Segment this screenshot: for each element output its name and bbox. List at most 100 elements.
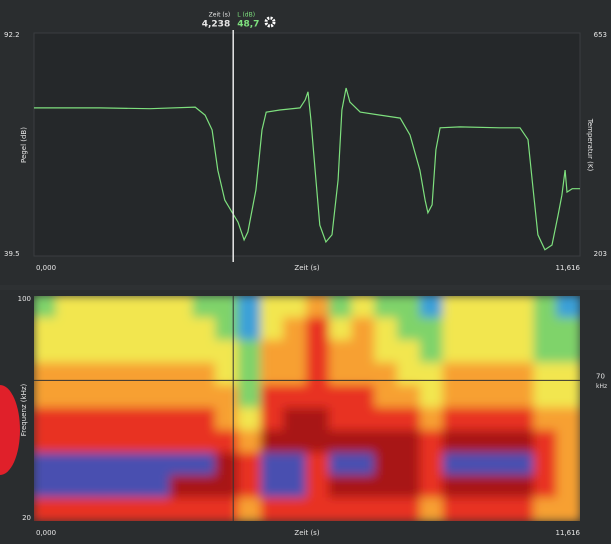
spectrogram-cell	[215, 296, 240, 320]
spectrogram-cell	[78, 362, 104, 387]
y-axis-title: Pegel (dB)	[20, 127, 28, 163]
spectrogram-cell	[34, 296, 58, 320]
spectrogram-cell	[533, 430, 559, 455]
spectrogram-cell	[192, 430, 217, 455]
spectrogram-cell	[328, 407, 354, 432]
spectrogram-cell	[488, 317, 513, 342]
spectrogram-cell	[215, 362, 240, 387]
spectrogram-cell	[169, 497, 195, 521]
y-tick-label: 100	[18, 295, 31, 303]
spectrogram-cell	[192, 407, 217, 432]
spectrogram-cell	[55, 407, 81, 432]
spectrogram-cell	[78, 340, 104, 365]
y2-tick-label: 203	[594, 250, 607, 258]
spectrogram-cell	[55, 475, 81, 500]
spectrogram-cell	[397, 430, 422, 455]
spectrogram-cell	[465, 296, 490, 320]
spectrogram-cell	[283, 430, 308, 455]
spectrogram-cell	[533, 317, 559, 342]
settings-button[interactable]	[264, 16, 276, 28]
spectrogram-cell	[419, 497, 445, 521]
spectrogram-cell	[419, 407, 445, 432]
spectrogram-cell	[146, 296, 172, 320]
spectrogram-cell	[34, 430, 58, 455]
spectrogram-cell	[260, 385, 286, 410]
spectrogram-cell	[283, 296, 308, 320]
spectrogram-cell	[419, 362, 445, 387]
spectrogram-cell	[351, 452, 377, 477]
spectrogram-cell	[397, 475, 422, 500]
spectrogram-cell	[328, 430, 354, 455]
spectrogram-cell	[146, 475, 172, 500]
spectrogram-cell	[124, 385, 149, 410]
spectrogram-cell	[374, 430, 399, 455]
spectrogram-cell	[510, 296, 536, 320]
spectrogram-cell	[192, 452, 217, 477]
spectrogram-cell	[374, 362, 399, 387]
spectrogram-cell	[533, 407, 559, 432]
spectrogram-cell	[34, 475, 58, 500]
spectrogram-cell	[169, 340, 195, 365]
x-tick-label: 11,616	[556, 264, 581, 272]
spectrogram-cell	[192, 497, 217, 521]
spectrogram-cell	[442, 452, 468, 477]
spectrogram-cell	[34, 385, 58, 410]
spectrogram-cell	[374, 475, 399, 500]
spectrogram-cell	[78, 430, 104, 455]
spectrogram	[34, 296, 580, 521]
spectrogram-cell	[283, 362, 308, 387]
spectrogram-cell	[533, 296, 559, 320]
spectrogram-cell	[533, 340, 559, 365]
spectrogram-cell	[397, 497, 422, 521]
spectrogram-cell	[351, 296, 377, 320]
spectrogram-cell	[556, 407, 580, 432]
spectrogram-cell	[169, 296, 195, 320]
x-axis-title: Zeit (s)	[294, 529, 319, 537]
y-tick-label: 92.2	[4, 31, 20, 39]
spectrogram-cell	[215, 497, 240, 521]
spectrogram-cell	[533, 497, 559, 521]
spectrogram-cell	[260, 475, 286, 500]
spectrogram-cell	[419, 296, 445, 320]
spectrogram-cell	[488, 452, 513, 477]
spectrogram-cell	[260, 430, 286, 455]
spectrogram-cell	[419, 385, 445, 410]
level-line	[34, 87, 580, 251]
spectrogram-cell	[124, 475, 149, 500]
spectrogram-cell	[351, 497, 377, 521]
y-axis-title: Frequenz (kHz)	[20, 383, 28, 436]
spectrogram-cell	[124, 317, 149, 342]
spectrogram-cell	[556, 497, 580, 521]
spectrogram-cell	[101, 430, 126, 455]
spectrogram-cell	[397, 317, 422, 342]
spectrogram-cell	[55, 430, 81, 455]
spectrogram-cell	[510, 385, 536, 410]
spectrogram-cell	[146, 430, 172, 455]
spectrogram-cell	[374, 452, 399, 477]
spectrogram-cell	[533, 385, 559, 410]
spectrogram-cell	[283, 475, 308, 500]
spectrogram-cell	[101, 452, 126, 477]
spectrogram-cell	[328, 475, 354, 500]
spectrogram-cell	[237, 430, 263, 455]
spectrogram-cell	[237, 385, 263, 410]
spectrogram-cell	[351, 340, 377, 365]
spectrogram-cell	[78, 317, 104, 342]
spectrogram-cell	[101, 385, 126, 410]
spectrogram-cell	[101, 296, 126, 320]
spectrogram-cell	[556, 362, 580, 387]
spectrogram-cell	[146, 497, 172, 521]
spectrogram-cell	[374, 340, 399, 365]
spectrogram-cell	[397, 407, 422, 432]
spectrogram-cell	[374, 385, 399, 410]
y-tick-label: 20	[22, 514, 31, 522]
spectrogram-cell	[146, 317, 172, 342]
spectrogram-cell	[510, 362, 536, 387]
spectrogram-cell	[55, 362, 81, 387]
spectrogram-cell	[556, 475, 580, 500]
spectrogram-cell	[169, 430, 195, 455]
spectrogram-cell	[465, 497, 490, 521]
spectrogram-cell	[55, 385, 81, 410]
side-handle[interactable]	[0, 385, 20, 475]
spectrogram-cell	[488, 362, 513, 387]
